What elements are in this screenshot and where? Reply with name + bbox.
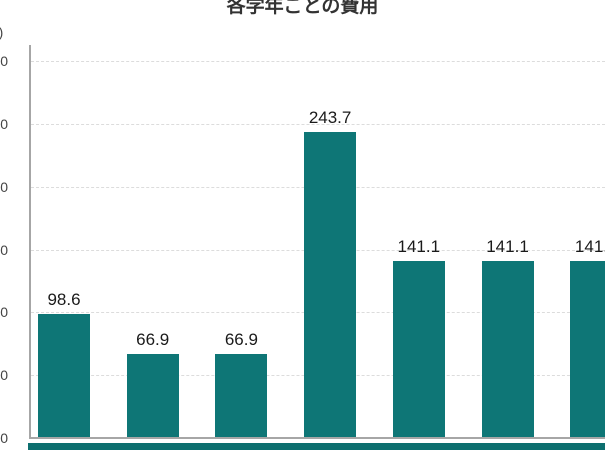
chart-title: 各学年ごとの費用 (226, 0, 379, 17)
bar-value-label: 141.1 (574, 236, 605, 256)
bar (392, 260, 445, 438)
bar (215, 353, 268, 438)
y-tick-label: 100 (0, 304, 8, 321)
y-tick-label: 250 (0, 116, 8, 133)
bar-value-label: 98.6 (47, 290, 81, 310)
bar-value-label: 141.1 (397, 236, 441, 256)
bar (481, 260, 534, 438)
bar-value-label: 66.9 (224, 329, 258, 349)
y-tick-label: 0 (0, 430, 8, 446)
bar (38, 314, 90, 438)
bar-value-label: 141.1 (486, 236, 529, 256)
y-tick-label: 150 (0, 241, 8, 258)
bottom-teal-strip (28, 443, 605, 450)
bar (126, 353, 179, 438)
y-axis-line (29, 45, 31, 438)
bar-value-label: 66.9 (136, 329, 170, 349)
x-axis-line (29, 437, 605, 439)
y-tick-label: 300 (0, 53, 8, 70)
bar-value-label: 243.7 (308, 108, 352, 127)
y-tick-label: 50 (0, 367, 8, 384)
bar (570, 260, 605, 438)
y-axis-unit-label: (万円) (0, 22, 3, 42)
bar (304, 132, 357, 438)
gridline (31, 124, 605, 126)
gridline (31, 61, 605, 63)
y-tick-label: 200 (0, 178, 8, 195)
